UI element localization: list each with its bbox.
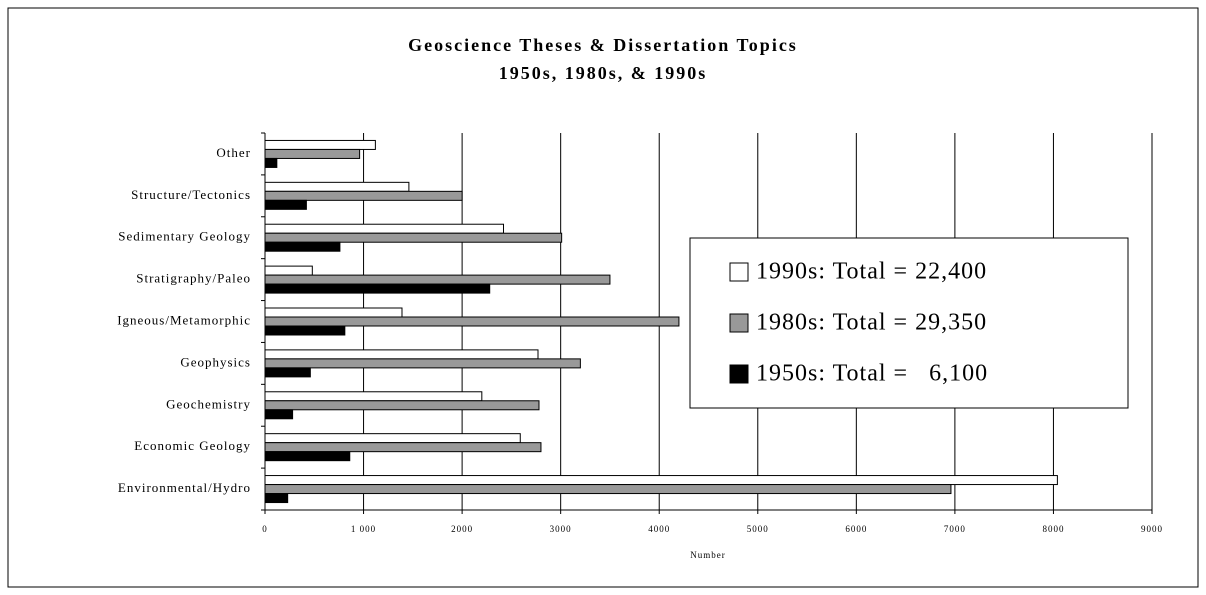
legend-label: 1950s: Total = 6,100 <box>756 361 988 387</box>
legend-label: 1980s: Total = 29,350 <box>756 310 987 336</box>
legend-box <box>689 237 1129 409</box>
bar <box>264 349 539 360</box>
y-tick-label: Economic Geology <box>134 438 251 453</box>
bar <box>264 190 463 201</box>
bar <box>264 451 351 462</box>
bar <box>264 325 346 336</box>
y-tick-label: Environmental/Hydro <box>118 480 251 495</box>
x-tick-label: 6000 <box>845 524 867 534</box>
bar <box>264 223 505 234</box>
x-axis-label: Number <box>690 550 726 560</box>
bar <box>264 283 491 294</box>
bar <box>264 484 952 495</box>
bar <box>264 493 289 504</box>
legend-swatch <box>729 313 749 333</box>
bar <box>264 316 680 327</box>
y-tick-label: Structure/Tectonics <box>131 187 251 202</box>
x-tick-label: 5000 <box>747 524 769 534</box>
bar <box>264 400 540 411</box>
bar <box>264 409 294 420</box>
bar <box>264 157 278 168</box>
bar <box>264 139 376 150</box>
x-tick-label: 3000 <box>550 524 572 534</box>
x-tick-label: 8000 <box>1042 524 1064 534</box>
y-tick-label: Geochemistry <box>166 396 251 411</box>
bar <box>264 232 563 243</box>
bar <box>264 181 410 192</box>
bar <box>264 265 313 276</box>
bar <box>264 358 581 369</box>
y-tick-label: Stratigraphy/Paleo <box>136 271 251 286</box>
bar <box>264 475 1058 486</box>
x-tick-label: 9000 <box>1141 524 1163 534</box>
bar <box>264 148 361 159</box>
bar <box>264 274 611 285</box>
bar <box>264 307 403 318</box>
legend-swatch <box>729 262 749 282</box>
legend-swatch <box>729 364 749 384</box>
x-tick-label: 7000 <box>944 524 966 534</box>
bar <box>264 442 542 453</box>
x-tick-label: 4000 <box>648 524 670 534</box>
y-tick-label: Other <box>216 145 251 160</box>
bar <box>264 433 521 444</box>
bar <box>264 241 341 252</box>
x-tick-label: 1 000 <box>351 524 376 534</box>
legend-label: 1990s: Total = 22,400 <box>756 259 987 285</box>
y-tick-label: Sedimentary Geology <box>118 229 251 244</box>
y-tick-label: Geophysics <box>180 354 251 369</box>
x-tick-label: 2000 <box>451 524 473 534</box>
chart-title: Geoscience Theses & Dissertation Topics <box>408 35 798 55</box>
x-tick-label: 0 <box>262 524 268 534</box>
bar <box>264 367 311 378</box>
bar <box>264 199 307 210</box>
y-tick-label: Igneous/Metamorphic <box>117 312 251 327</box>
chart-subtitle: 1950s, 1980s, & 1990s <box>499 63 708 83</box>
bar <box>264 391 483 402</box>
